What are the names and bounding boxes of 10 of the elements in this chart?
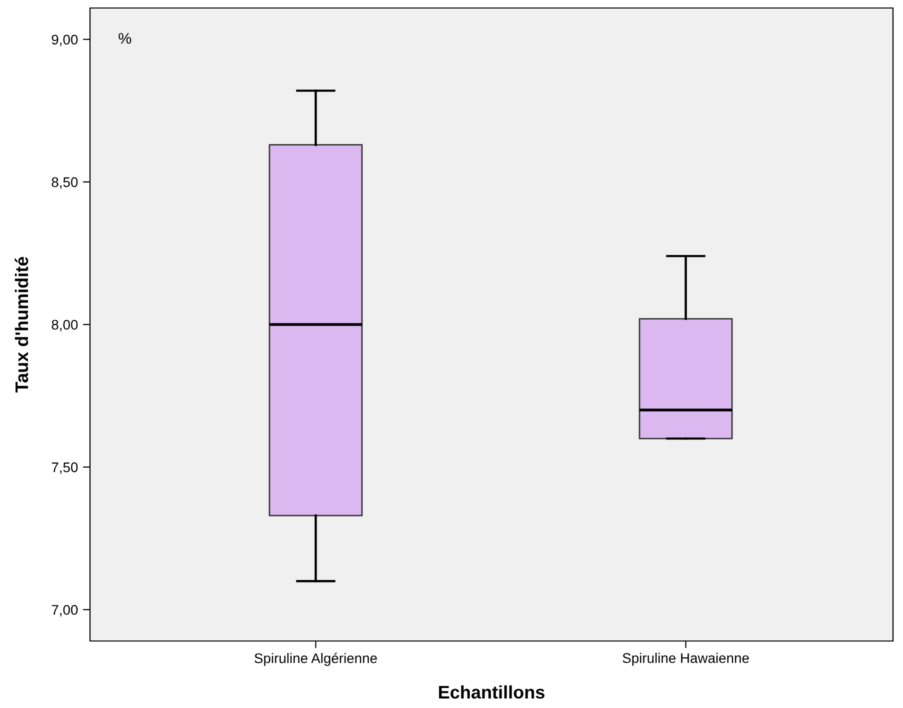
y-tick-label: 8,50 [52,177,78,189]
y-tick-label: 7,50 [52,462,78,474]
x-tick-label: Spiruline Hawaienne [622,652,749,666]
y-tick-label: 7,00 [52,604,78,616]
y-tick-label: 9,00 [52,34,78,46]
annotation: % [118,33,132,44]
y-tick-label: 8,00 [52,320,78,332]
y-axis-title: Taux d'humidité [14,256,28,392]
x-axis-title: Echantillons [439,685,544,699]
x-tick-label: Spiruline Algérienne [254,652,377,666]
